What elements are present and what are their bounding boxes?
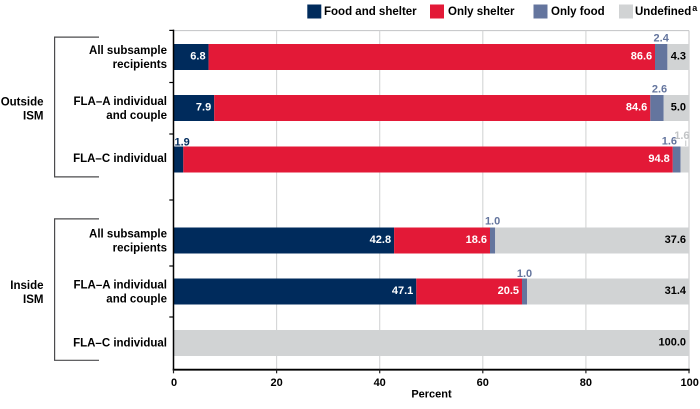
- svg-text:1.9: 1.9: [175, 137, 190, 149]
- svg-text:4.3: 4.3: [671, 51, 686, 63]
- svg-text:1.0: 1.0: [485, 216, 500, 228]
- svg-text:Undefined: Undefined: [635, 6, 691, 18]
- svg-text:5.0: 5.0: [671, 102, 686, 114]
- svg-text:ISM: ISM: [23, 111, 43, 123]
- svg-text:20: 20: [270, 377, 282, 389]
- svg-text:94.8: 94.8: [648, 153, 669, 165]
- svg-text:42.8: 42.8: [370, 234, 391, 246]
- svg-text:1.0: 1.0: [517, 268, 532, 280]
- svg-text:FLA–C individual: FLA–C individual: [73, 338, 167, 350]
- svg-text:37.6: 37.6: [665, 234, 686, 246]
- svg-text:Food and shelter: Food and shelter: [324, 6, 417, 18]
- svg-text:100: 100: [681, 377, 699, 389]
- svg-text:40: 40: [374, 377, 386, 389]
- svg-text:ISM: ISM: [23, 294, 43, 306]
- svg-text:0: 0: [171, 377, 177, 389]
- svg-text:7.9: 7.9: [196, 102, 211, 114]
- svg-text:6.8: 6.8: [190, 51, 205, 63]
- svg-text:FLA–A individual: FLA–A individual: [74, 96, 168, 108]
- svg-text:18.6: 18.6: [466, 234, 487, 246]
- svg-text:recipients: recipients: [113, 59, 167, 71]
- svg-text:47.1: 47.1: [392, 285, 413, 297]
- svg-text:Inside: Inside: [10, 280, 43, 292]
- svg-text:Percent: Percent: [411, 389, 452, 401]
- svg-text:and couple: and couple: [106, 110, 167, 122]
- svg-text:31.4: 31.4: [665, 285, 687, 297]
- svg-text:and couple: and couple: [106, 294, 167, 306]
- svg-text:All subsample: All subsample: [89, 229, 167, 241]
- svg-text:84.6: 84.6: [626, 102, 647, 114]
- svg-text:60: 60: [477, 377, 489, 389]
- svg-text:Only food: Only food: [551, 6, 605, 18]
- svg-text:All subsample: All subsample: [89, 45, 167, 57]
- svg-text:80: 80: [580, 377, 592, 389]
- svg-text:FLA–C individual: FLA–C individual: [73, 153, 167, 165]
- svg-text:1.6: 1.6: [674, 130, 689, 142]
- svg-text:1.6: 1.6: [662, 136, 677, 148]
- svg-text:2.6: 2.6: [652, 84, 667, 96]
- svg-text:a: a: [692, 3, 698, 13]
- svg-text:FLA–A individual: FLA–A individual: [74, 280, 168, 292]
- svg-text:86.6: 86.6: [631, 51, 652, 63]
- svg-text:Outside: Outside: [1, 97, 44, 109]
- svg-text:Only shelter: Only shelter: [448, 6, 515, 18]
- svg-text:2.4: 2.4: [654, 33, 670, 45]
- svg-text:100.0: 100.0: [658, 337, 686, 349]
- svg-text:recipients: recipients: [113, 243, 167, 255]
- svg-text:20.5: 20.5: [498, 285, 519, 297]
